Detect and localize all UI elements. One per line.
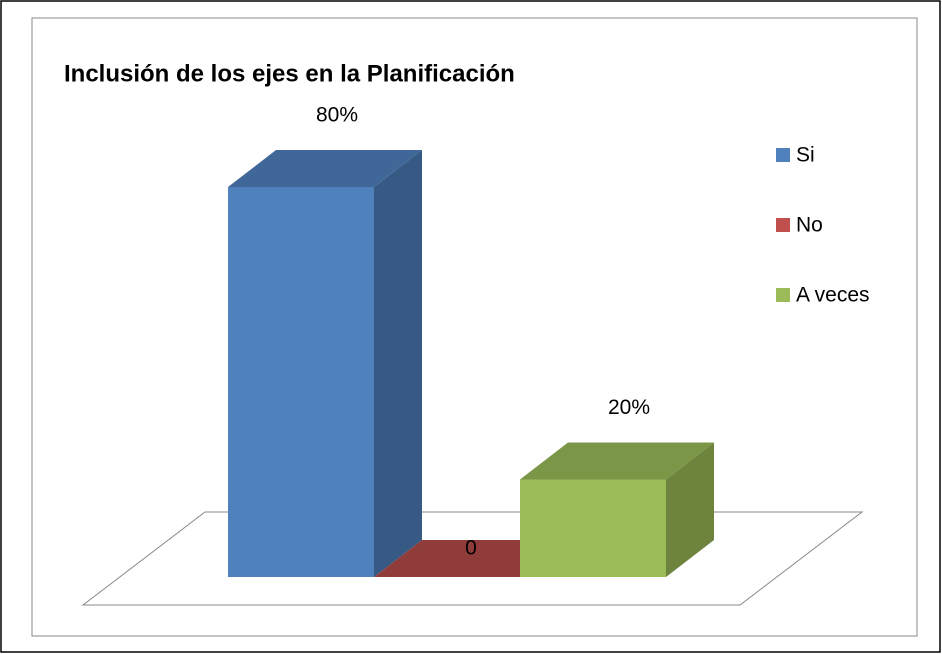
bar xyxy=(228,187,374,577)
bar-side xyxy=(374,150,422,577)
bar-top xyxy=(520,442,714,480)
bar-side xyxy=(666,442,714,577)
bar xyxy=(520,479,666,577)
bar-top xyxy=(374,540,568,577)
value-label: 0 xyxy=(465,537,477,560)
legend-label: Si xyxy=(796,144,815,167)
chart-title: Inclusión de los ejes en la Planificació… xyxy=(64,60,515,87)
bar-top xyxy=(228,150,422,187)
value-label: 80% xyxy=(316,104,358,127)
legend-label: No xyxy=(796,214,823,237)
legend-swatch xyxy=(776,148,790,162)
legend-swatch xyxy=(776,218,790,232)
legend-label: A veces xyxy=(796,284,870,307)
legend-swatch xyxy=(776,288,790,302)
value-label: 20% xyxy=(608,396,650,419)
